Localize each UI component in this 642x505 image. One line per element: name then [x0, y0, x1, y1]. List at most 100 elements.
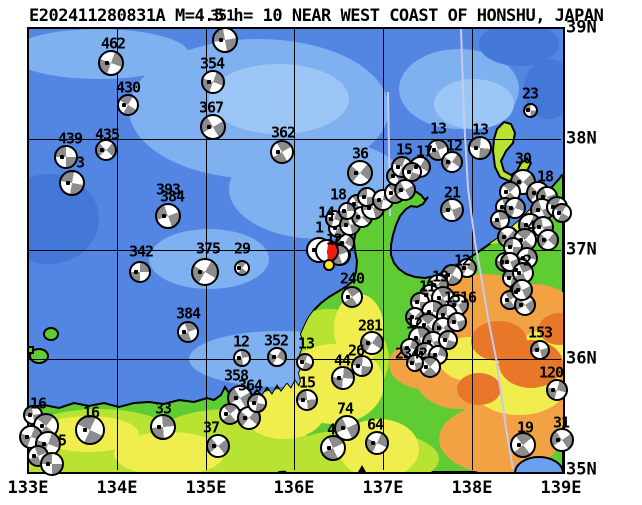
- focal-mechanism-ball: [54, 145, 78, 169]
- compression-axis-dot: [437, 296, 441, 300]
- compression-axis-dot: [556, 438, 560, 442]
- focal-mechanism-ball: [98, 50, 124, 76]
- focal-mechanism-ball: [200, 114, 226, 140]
- compression-axis-dot: [237, 266, 242, 270]
- event-count-label: 1: [314, 218, 324, 237]
- compression-axis-dot: [499, 205, 504, 209]
- focal-mechanism-ball: [338, 202, 356, 220]
- focal-mechanism-ball: [296, 353, 314, 371]
- compression-axis-dot: [218, 38, 223, 42]
- compression-axis-dot: [156, 425, 161, 429]
- event-count-label: 13: [429, 119, 447, 138]
- compression-axis-dot: [60, 155, 64, 159]
- focal-mechanism-ball: [522, 102, 538, 118]
- event-count-label: 18: [536, 167, 554, 186]
- lat-tick-label: 35N: [566, 459, 597, 480]
- event-count-label: 3: [75, 153, 85, 172]
- compression-axis-dot: [404, 346, 409, 350]
- focal-mechanism-ball: [360, 331, 384, 355]
- compression-axis-dot: [514, 290, 519, 294]
- event-count-label: 19: [516, 418, 534, 437]
- compression-axis-dot: [551, 388, 556, 392]
- focal-mechanism-ball: [440, 198, 464, 222]
- focal-mechanism-ball: [530, 340, 550, 360]
- event-count-label: 18: [329, 185, 347, 204]
- compression-axis-dot: [237, 356, 241, 360]
- compression-axis-dot: [432, 148, 437, 152]
- focal-mechanism-ball: [212, 27, 238, 53]
- compression-axis-dot: [427, 340, 432, 344]
- compression-axis-dot: [339, 241, 344, 245]
- focal-mechanism-ball: [150, 414, 176, 440]
- compression-axis-dot: [521, 256, 526, 260]
- lon-tick-label: 134E: [96, 478, 138, 498]
- compression-axis-dot: [451, 320, 456, 324]
- event-count-label: 2342: [394, 344, 428, 363]
- event-count-label: 13: [431, 267, 449, 286]
- compression-axis-dot: [356, 215, 361, 219]
- compression-axis-dot: [536, 208, 540, 212]
- event-count-label: 352: [263, 331, 289, 350]
- compression-axis-dot: [446, 273, 451, 277]
- compression-axis-dot: [329, 217, 333, 221]
- compression-axis-dot: [452, 303, 457, 307]
- compression-axis-dot: [65, 181, 70, 185]
- compression-axis-dot: [441, 313, 446, 317]
- compression-axis-dot: [551, 205, 556, 209]
- compression-axis-dot: [514, 268, 518, 272]
- event-count-label: 23: [521, 84, 539, 103]
- compression-axis-dot: [351, 202, 356, 206]
- compression-axis-dot: [337, 376, 341, 380]
- focal-mechanism-ball: [233, 349, 251, 367]
- event-count-label: 384: [159, 187, 185, 206]
- event-count-label: 4: [526, 217, 536, 236]
- event-count-label: 13: [297, 334, 315, 353]
- event-count-label: 15: [443, 288, 461, 307]
- event-count-label: 462: [100, 34, 126, 53]
- focal-mechanism-ball: [296, 389, 318, 411]
- compression-axis-dot: [134, 270, 139, 274]
- compression-axis-dot: [361, 195, 366, 199]
- focal-mechanism-ball: [206, 434, 230, 458]
- event-count-label: 12: [325, 230, 343, 249]
- focal-mechanism-ball: [59, 170, 85, 196]
- compression-axis-dot: [424, 365, 429, 369]
- compression-axis-dot: [419, 351, 424, 355]
- compression-axis-dot: [414, 165, 419, 169]
- compression-axis-dot: [233, 396, 238, 400]
- compression-axis-dot: [326, 446, 331, 450]
- compression-axis-dot: [182, 330, 187, 334]
- compression-axis-dot: [300, 360, 304, 364]
- compression-axis-dot: [83, 428, 87, 432]
- focal-mechanism-ball: [270, 140, 294, 164]
- compression-axis-dot: [224, 412, 229, 416]
- event-count-label: 375: [195, 239, 221, 258]
- compression-axis-dot: [276, 150, 280, 154]
- lon-tick-label: 138E: [451, 478, 493, 498]
- compression-axis-dot: [32, 454, 37, 458]
- grid-line-lat: [29, 359, 561, 360]
- compression-axis-dot: [39, 424, 44, 428]
- oki-islet: [29, 346, 34, 354]
- compression-axis-dot: [346, 295, 351, 299]
- focal-mechanism-ball: [129, 261, 151, 283]
- focal-mechanism-ball: [546, 379, 568, 401]
- compression-axis-dot: [542, 238, 547, 242]
- grid-line-lon: [117, 29, 118, 470]
- epicenter-yellow-marker: [323, 259, 335, 271]
- event-count-label: 33: [154, 399, 172, 418]
- focal-mechanism-ball: [402, 162, 422, 182]
- compression-axis-dot: [41, 442, 46, 446]
- compression-axis-dot: [509, 206, 514, 210]
- compression-axis-dot: [414, 336, 418, 340]
- focal-mechanism-ball: [468, 136, 492, 160]
- compression-axis-dot: [506, 276, 511, 280]
- event-count-label: 2: [522, 251, 532, 270]
- event-count-label: 31: [552, 413, 570, 432]
- grid-line-lat: [29, 250, 561, 251]
- compression-axis-dot: [525, 108, 530, 112]
- bay-water: [514, 456, 563, 472]
- lon-tick-label: 139E: [540, 478, 582, 498]
- event-count-label: 12: [232, 332, 250, 351]
- page-title: E202411280831A M=4.5 h= 10 NEAR WEST COA…: [29, 6, 604, 26]
